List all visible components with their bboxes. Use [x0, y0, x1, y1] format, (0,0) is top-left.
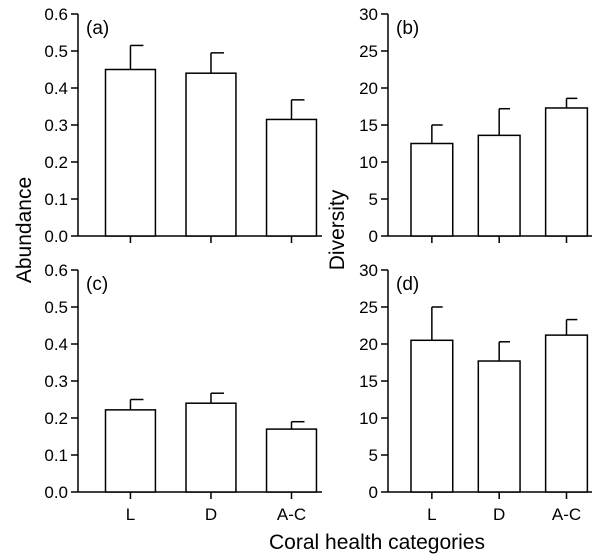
bar-l [104, 409, 157, 493]
chart-panel-3: 0.0 0.1 0.2 0.3 0.4 0.5 0.6 (c) L D A-C [44, 261, 322, 524]
panel-label: (c) [86, 274, 108, 295]
bar-a-c [544, 107, 589, 237]
y-tick-label: 0.2 [44, 409, 68, 428]
chart-panel-2: 0 5 10 15 20 25 30 (b) [359, 5, 592, 246]
x-tick-label: D [205, 505, 217, 524]
bar-d [477, 360, 521, 493]
panel-label: (a) [86, 18, 109, 39]
y-tick-label: 5 [369, 446, 378, 465]
right-y-axis-title: Diversity [326, 189, 349, 270]
bar-l [410, 339, 454, 493]
y-tick-label: 15 [359, 116, 378, 135]
x-tick-label: L [126, 505, 135, 524]
bar-l [104, 68, 157, 237]
chart-panels: 0.00.10.20.30.40.50.6(a)051015202530(b)0… [44, 5, 592, 524]
y-tick-label: 25 [359, 42, 378, 61]
y-tick-label: 0.3 [44, 116, 68, 135]
x-axis-title: Coral health categories [269, 531, 485, 554]
panel-label: (b) [396, 18, 419, 39]
y-tick-label: 0.0 [44, 227, 68, 246]
y-tick-label: 0.0 [44, 483, 68, 502]
bar-a-c [544, 334, 589, 493]
y-tick-label: 0.2 [44, 153, 68, 172]
y-tick-label: 0.3 [44, 372, 68, 391]
y-tick-label: 30 [359, 261, 378, 280]
y-tick-label: 0.1 [44, 446, 68, 465]
bar-a-c [265, 428, 318, 493]
y-tick-label: 0.5 [44, 42, 68, 61]
bar-l [410, 142, 454, 237]
y-tick-label: 5 [369, 190, 378, 209]
panel-label: (d) [396, 274, 419, 295]
x-tick-label: A-C [277, 505, 306, 524]
bar-d [185, 72, 237, 237]
x-tick-label: D [493, 505, 505, 524]
y-tick-label: 0.5 [44, 298, 68, 317]
y-tick-label: 20 [359, 335, 378, 354]
bar-d [185, 402, 237, 493]
y-tick-label: 10 [359, 153, 378, 172]
y-tick-label: 0 [369, 483, 378, 502]
y-tick-label: 10 [359, 409, 378, 428]
y-tick-label: 0.4 [44, 79, 68, 98]
y-tick-label: 0 [369, 227, 378, 246]
bar-a-c [265, 118, 318, 237]
y-tick-label: 0.1 [44, 190, 68, 209]
chart-panel-1: 0.0 0.1 0.2 0.3 0.4 0.5 0.6 (a) [44, 5, 322, 246]
y-tick-label: 25 [359, 298, 378, 317]
y-tick-label: 15 [359, 372, 378, 391]
y-tick-label: 30 [359, 5, 378, 24]
y-tick-label: 0.6 [44, 261, 68, 280]
chart-panel-4: 0 5 10 15 20 25 30 (d) L D A-C [359, 261, 592, 524]
y-tick-label: 0.4 [44, 335, 68, 354]
left-y-axis-title: Abundance [13, 177, 36, 283]
bar-d [477, 134, 521, 237]
y-tick-label: 0.6 [44, 5, 68, 24]
x-tick-label: A-C [552, 505, 581, 524]
y-tick-label: 20 [359, 79, 378, 98]
x-tick-label: L [427, 505, 436, 524]
